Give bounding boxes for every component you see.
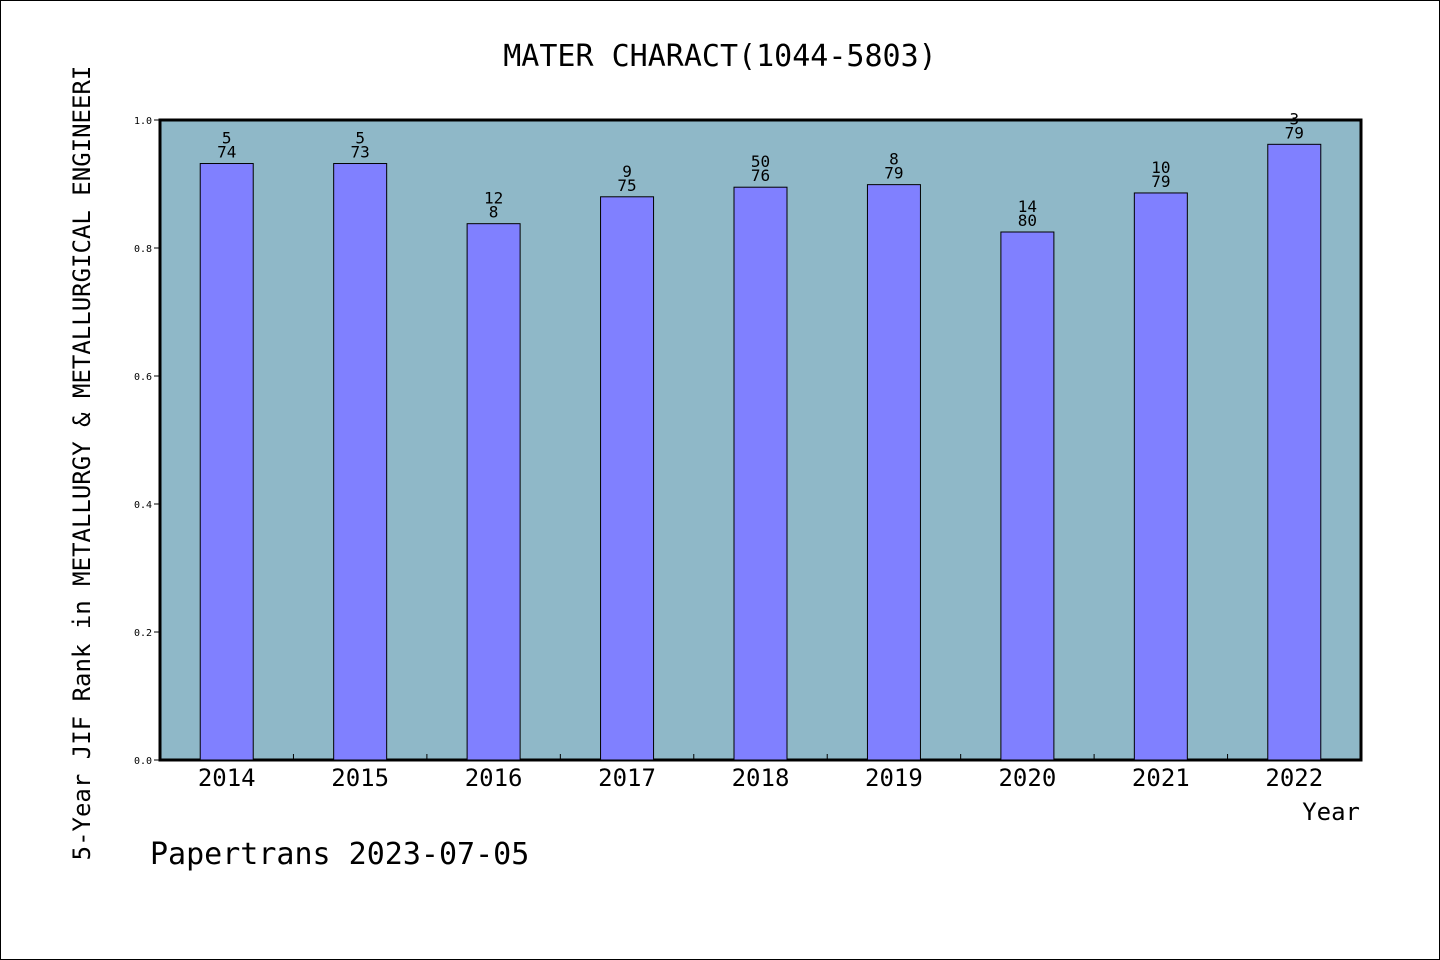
y-tick-label: 0.0 [134,756,152,767]
bar-label-rank: 5 [355,129,365,148]
bar-label-rank: 10 [1151,158,1170,177]
x-tick-label: 2015 [331,764,389,792]
bar-label-total: 76 [751,166,770,185]
bar-label-total: 79 [884,164,903,183]
x-tick-label: 2021 [1132,764,1190,792]
x-tick-label: 2019 [865,764,923,792]
bar [199,163,254,761]
bar [333,163,388,761]
x-axis-label: Year [1302,798,1360,826]
x-tick-label: 2020 [998,764,1056,792]
bar-label-rank: 3 [1289,109,1299,128]
bar-label-total: 73 [351,143,370,162]
x-tick-label: 2017 [598,764,656,792]
bar [866,184,921,761]
bar-label-rank: 14 [1018,197,1037,216]
x-tick-label: 2016 [465,764,523,792]
bar [1000,231,1055,761]
bar-label-total: 79 [1151,172,1170,191]
bar-label-rank: 8 [889,150,899,169]
bar-label-rank: 5 [222,129,232,148]
chart-title: MATER CHARACT(1044-5803) [503,39,936,74]
y-tick-label: 0.6 [134,372,152,383]
bar-label-total: 75 [617,176,636,195]
bar-label-rank: 50 [751,152,770,171]
bar-label-total: 8 [489,203,499,222]
y-axis: 0.0 0.2 0.4 0.6 0.8 1.0 [134,116,160,767]
bar-label-total: 74 [217,143,236,162]
bar-label-rank: 12 [484,189,503,208]
bar [1133,192,1188,761]
bar-label-total: 79 [1285,123,1304,142]
x-tick-label: 2018 [732,764,790,792]
bar-label-total: 80 [1018,211,1037,230]
x-tick-label: 2022 [1265,764,1323,792]
bar-label-rank: 9 [622,162,632,181]
y-axis-label: 5-Year JIF Rank in METALLURGY & METALLUR… [68,66,96,861]
bar [1267,143,1322,761]
y-tick-label: 0.4 [134,500,152,511]
y-tick-label: 0.2 [134,628,152,639]
bar [466,223,521,761]
source-note: Papertrans 2023-07-05 [150,837,529,872]
bar [733,186,788,761]
y-tick-label: 1.0 [134,116,152,127]
x-tick-label: 2014 [198,764,256,792]
x-axis: 2014 2015 2016 2017 2018 2019 2020 2021 2022 [198,754,1323,792]
bar [600,196,655,761]
y-tick-label: 0.8 [134,244,152,255]
